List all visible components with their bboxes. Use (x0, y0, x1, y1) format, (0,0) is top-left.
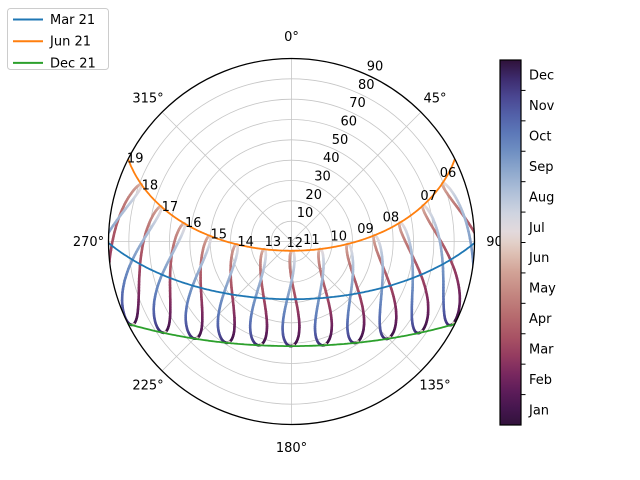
day-curves (108, 146, 475, 347)
colorbar-month-label-jan: Jan (528, 403, 549, 418)
hour-label-08: 08 (383, 210, 400, 225)
colorbar: Jan Feb Mar Apr May Jun Jul Aug Sep Oct Nov Dec (499, 59, 556, 426)
radial-tick-label-50: 50 (332, 133, 349, 148)
hour-label-13: 13 (265, 235, 282, 250)
legend-label-jun21: Jun 21 (49, 35, 91, 50)
colorbar-month-label-jun: Jun (528, 251, 549, 266)
hour-label-09: 09 (357, 222, 374, 237)
day-curve-jun-21 (123, 146, 460, 252)
colorbar-month-label-may: May (529, 282, 556, 297)
legend-item-jun21: Jun 21 (13, 35, 91, 50)
colorbar-month-label-jul: Jul (528, 221, 545, 236)
grid-spoke-45 (291, 111, 422, 242)
legend-box (7, 8, 109, 70)
angular-tick-label-0: 0° (284, 30, 299, 45)
legend-label-mar21: Mar 21 (50, 13, 95, 28)
radial-tick-labels: 10 20 30 40 50 60 70 80 90 (297, 59, 384, 221)
radial-tick-label-10: 10 (297, 206, 314, 221)
radial-tick-label-60: 60 (341, 115, 358, 130)
colorbar-month-label-dec: Dec (529, 69, 554, 84)
hour-label-11: 11 (303, 233, 320, 248)
analemma-loop-hour-13 (248, 247, 269, 347)
radial-tick-label-30: 30 (314, 170, 331, 185)
legend-item-dec21: Dec 21 (13, 56, 96, 71)
radial-tick-label-20: 20 (305, 188, 322, 203)
analemma-loop-hour-10 (345, 242, 366, 345)
angular-tick-labels: 0° 45° 90 135° 180° 225° 270° 315° (73, 30, 503, 456)
hour-label-06: 06 (440, 166, 457, 181)
day-curve-mar-21 (108, 234, 475, 301)
grid-spoke-135 (291, 241, 422, 372)
radial-tick-label-90: 90 (367, 59, 384, 74)
colorbar-month-label-aug: Aug (529, 190, 554, 205)
colorbar-month-label-feb: Feb (529, 373, 552, 388)
analemma-loop-hour-17 (120, 205, 163, 327)
hour-label-16: 16 (185, 216, 202, 231)
colorbar-month-label-nov: Nov (529, 99, 555, 114)
legend-item-mar21: Mar 21 (13, 13, 95, 28)
analemma-loop-hour-08 (398, 221, 430, 335)
analemma-loop-hour-16 (152, 222, 187, 335)
angular-tick-label-45: 45° (423, 92, 446, 107)
hour-label-07: 07 (420, 189, 437, 204)
analemma-loop-hour-12 (281, 249, 301, 348)
hour-label-14: 14 (237, 235, 254, 250)
colorbar-gradient (499, 59, 522, 426)
colorbar-month-label-sep: Sep (529, 160, 554, 175)
colorbar-month-label-mar: Mar (529, 343, 554, 358)
grid-spoke-315 (161, 111, 292, 242)
angular-tick-label-180: 180° (276, 441, 307, 456)
angular-tick-label-135: 135° (419, 379, 450, 394)
legend-label-dec21: Dec 21 (50, 56, 96, 71)
grid-spoke-225 (161, 241, 292, 372)
hour-label-10: 10 (330, 230, 347, 245)
angular-tick-label-315: 315° (132, 92, 163, 107)
radial-tick-label-80: 80 (358, 78, 375, 93)
hour-label-12: 12 (287, 236, 304, 251)
analemma-loop-hour-14 (216, 243, 239, 345)
hour-label-19: 19 (127, 152, 144, 167)
colorbar-month-label-apr: Apr (529, 312, 552, 327)
hour-label-15: 15 (211, 228, 228, 243)
polar-spine (107, 57, 476, 426)
angular-tick-label-225: 225° (132, 379, 163, 394)
angular-tick-label-270: 270° (73, 235, 104, 250)
radial-tick-label-70: 70 (349, 96, 366, 111)
radial-tick-label-40: 40 (323, 151, 340, 166)
day-curve-dec-21 (115, 319, 467, 347)
hour-label-17: 17 (162, 200, 179, 215)
angular-tick-label-90: 90 (486, 235, 503, 250)
hour-label-18: 18 (142, 179, 159, 194)
legend: Mar 21 Jun 21 Dec 21 (7, 8, 109, 71)
colorbar-month-label-oct: Oct (529, 130, 551, 145)
